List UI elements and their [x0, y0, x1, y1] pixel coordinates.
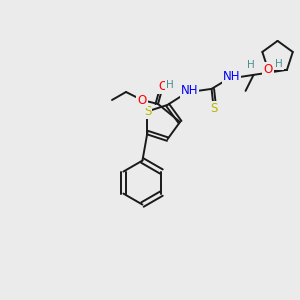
Text: NH: NH [223, 70, 240, 83]
Text: O: O [263, 63, 273, 76]
Text: H: H [247, 60, 254, 70]
Text: H: H [166, 80, 173, 90]
Text: O: O [158, 80, 168, 92]
Text: S: S [144, 105, 151, 118]
Text: O: O [137, 94, 147, 106]
Text: S: S [210, 102, 217, 116]
Text: NH: NH [181, 84, 198, 98]
Text: H: H [275, 59, 283, 69]
